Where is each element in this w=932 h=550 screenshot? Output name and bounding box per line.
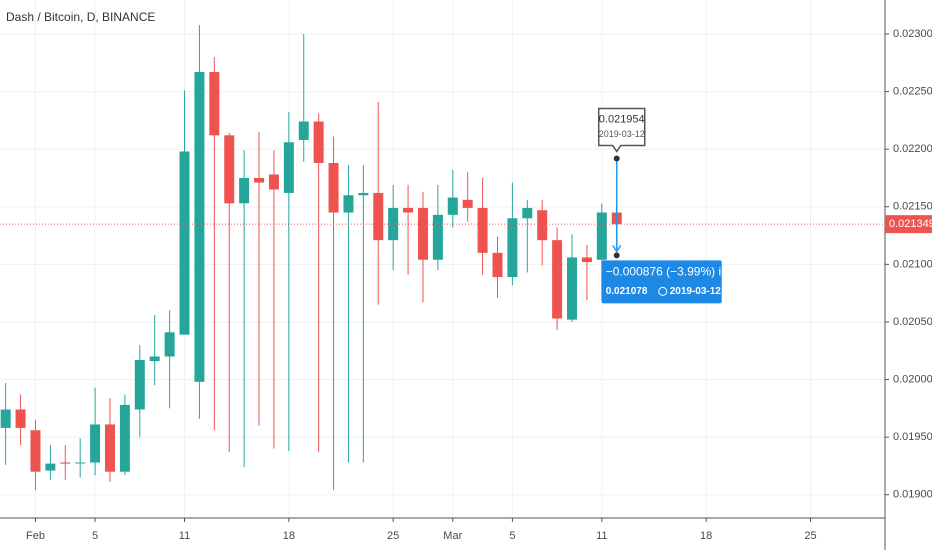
candle-body <box>194 71 205 382</box>
candle-body <box>45 463 56 471</box>
candle-body <box>104 424 115 472</box>
candle-body <box>567 257 578 320</box>
candle-body <box>552 240 563 319</box>
candle-body <box>209 71 220 136</box>
candle-body <box>268 174 279 190</box>
candle-body <box>224 135 235 204</box>
candle-body <box>343 195 354 213</box>
candle-body <box>164 332 175 357</box>
measure-arrow <box>612 244 622 253</box>
candle-body <box>179 151 190 335</box>
candle-body <box>75 462 86 464</box>
candle-body <box>403 207 414 213</box>
candle-body <box>90 424 101 463</box>
candle-body <box>581 257 592 263</box>
candle-body <box>432 214 443 260</box>
annotation-date: 2019-03-12 <box>599 129 645 139</box>
last-price-label: 0.021349 <box>889 218 932 230</box>
candle-body <box>239 177 250 204</box>
y-tick-label: 0.023000 <box>893 28 932 40</box>
candle-body <box>60 462 71 464</box>
candle-body <box>537 210 548 241</box>
x-tick-label: 18 <box>700 530 712 542</box>
measure-box <box>601 260 722 304</box>
measure-icon <box>658 286 668 296</box>
x-tick-label: 5 <box>92 530 98 542</box>
x-tick-label: 5 <box>509 530 515 542</box>
annotation-box <box>597 107 646 153</box>
candle-body <box>447 197 458 215</box>
measure-price: 0.021078 <box>606 286 648 297</box>
candle-body <box>313 121 324 163</box>
candle-body <box>462 199 473 208</box>
x-tick-label: 11 <box>596 530 607 542</box>
x-tick-label: Mar <box>443 530 462 542</box>
candle-body <box>134 359 145 410</box>
measure-change: −0.000876 (−3.99%) in <box>606 265 728 279</box>
candle-body <box>507 218 518 278</box>
candle-body <box>492 252 503 278</box>
chart-title: Dash / Bitcoin, D, BINANCE <box>6 10 155 24</box>
candle-body <box>328 162 339 213</box>
candle-body <box>30 430 41 472</box>
candle-body <box>596 212 607 260</box>
x-tick-label: 25 <box>804 530 816 542</box>
measure-date: 2019-03-12 <box>670 286 722 297</box>
annotation-value: 0.021954 <box>599 113 645 125</box>
candle-body <box>254 177 265 183</box>
candle-body <box>119 404 130 472</box>
candle-body <box>0 409 11 428</box>
candle-body <box>477 207 488 253</box>
candle-body <box>358 192 369 196</box>
x-tick-label: Feb <box>26 530 45 542</box>
candle-body <box>298 121 309 140</box>
measure-end <box>613 252 620 259</box>
candle-body <box>15 409 26 428</box>
candle-body <box>522 207 533 219</box>
candle-body <box>417 207 428 260</box>
last-price-box <box>885 215 932 234</box>
candle-body <box>373 192 384 241</box>
candle-body <box>283 142 294 193</box>
annotation-point <box>613 155 620 162</box>
x-tick-label: 25 <box>387 530 399 542</box>
x-tick-label: 18 <box>283 530 295 542</box>
candle-body <box>149 356 160 362</box>
x-tick-label: 11 <box>179 530 190 542</box>
